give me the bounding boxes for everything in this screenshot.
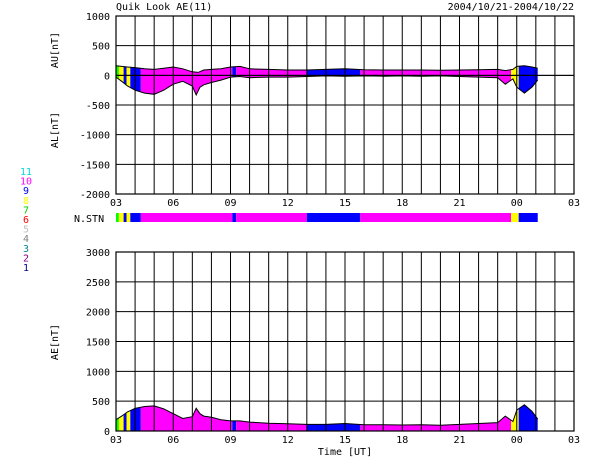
- au-al-segment-fill: [123, 66, 127, 86]
- ae-segment-fill: [306, 423, 361, 431]
- ae-segment-fill: [511, 408, 519, 431]
- au-al-ytick-label: -2000: [80, 190, 110, 201]
- station-bar-segment: [232, 213, 237, 222]
- legend-entry: 3: [23, 244, 29, 255]
- station-bar-segment: [116, 213, 119, 222]
- ae-panel: AE[nT] Time [UT] 30002500200015001000500…: [50, 248, 580, 458]
- station-bar-segment: [360, 213, 512, 222]
- legend-entry: 4: [23, 234, 29, 245]
- au-al-segment-fill: [126, 66, 131, 88]
- au-al-xtick-label: 00: [511, 198, 523, 209]
- ae-segment-fill: [116, 417, 119, 431]
- au-al-frame: [115, 15, 575, 195]
- legend-entry: 6: [23, 215, 29, 226]
- au-al-ytick-label: -1500: [80, 160, 110, 171]
- time-axis-label: Time [UT]: [318, 447, 372, 458]
- legend-entry: 1: [23, 263, 29, 274]
- au-al-segment-fill: [118, 66, 124, 83]
- ae-ytick-label: 3000: [86, 248, 110, 259]
- ae-segment-fill: [236, 420, 307, 431]
- au-al-xtick-label: 06: [167, 198, 179, 209]
- station-bar-segment: [118, 213, 124, 222]
- legend-entry: 9: [23, 186, 29, 197]
- ae-xtick-label: 21: [453, 435, 465, 446]
- ae-segment-fill: [126, 410, 131, 431]
- station-bar-label: N.STN: [74, 214, 104, 225]
- ae-axis-label: AE[nT]: [50, 324, 61, 360]
- au-al-xtick-label: 09: [224, 198, 236, 209]
- legend-entry: 11: [20, 167, 32, 178]
- au-al-segment-fill: [306, 68, 361, 77]
- au-al-ytick-label: -500: [86, 101, 110, 112]
- au-series-line: [115, 65, 538, 73]
- ae-segment-fill: [518, 404, 538, 431]
- au-axis-label: AU[nT]: [50, 32, 61, 68]
- au-al-xtick-label: 21: [453, 198, 465, 209]
- au-al-panel: AU[nT] AL[nT] 1000 500 0 -500 -1000 -1500 -200…: [50, 12, 580, 209]
- au-al-segment-fill: [232, 66, 237, 77]
- ae-ytick-label: 0: [104, 427, 110, 438]
- ae-ytick-label: 1500: [86, 338, 110, 349]
- ae-xtick-label: 12: [282, 435, 294, 446]
- au-al-xtick-label: 12: [282, 198, 294, 209]
- legend-entry: 5: [23, 225, 29, 236]
- au-al-segment-fill: [360, 69, 511, 85]
- al-series-line: [115, 75, 539, 97]
- station-bar-segment: [140, 213, 233, 222]
- au-al-ytick-label: 0: [104, 71, 110, 82]
- ae-xtick-label: 06: [167, 435, 179, 446]
- ae-xtick-label: 09: [224, 435, 236, 446]
- au-al-segment-fill: [140, 66, 233, 95]
- station-bar-segment: [306, 213, 361, 222]
- ae-frame: [115, 251, 575, 432]
- ae-segment-fill: [123, 412, 127, 431]
- ae-ytick-label: 2000: [86, 308, 110, 319]
- ae-segment-fill: [118, 414, 124, 431]
- station-bar-segment: [123, 213, 127, 222]
- ae-xtick-label: 03: [110, 435, 122, 446]
- legend-entry: 8: [23, 196, 29, 207]
- station-bar-segment: [126, 213, 131, 222]
- ae-segment-fill: [140, 405, 233, 431]
- ae-ytick-label: 2500: [86, 278, 110, 289]
- ae-xtick-label: 18: [396, 435, 408, 446]
- au-al-segment-fill: [518, 65, 538, 94]
- ae-ytick-label: 500: [92, 397, 110, 408]
- au-al-xtick-label: 03: [110, 198, 122, 209]
- legend-entry: 7: [23, 205, 29, 216]
- ae-segment-fill: [360, 416, 511, 431]
- au-al-xtick-label: 18: [396, 198, 408, 209]
- al-axis-label: AL[nT]: [50, 112, 61, 148]
- au-al-ytick-label: 500: [92, 42, 110, 53]
- ae-xtick-label: 15: [339, 435, 351, 446]
- legend-entry: 2: [23, 253, 29, 264]
- station-count-bar: N.STN: [74, 213, 538, 225]
- ae-segment-fill: [232, 420, 237, 431]
- ae-xtick-label: 03: [568, 435, 580, 446]
- au-al-ytick-label: -1000: [80, 131, 110, 142]
- au-al-xtick-label: 15: [339, 198, 351, 209]
- au-al-ytick-label: 1000: [86, 12, 110, 23]
- legend-entry: 10: [20, 177, 32, 188]
- au-al-segment-fill: [116, 65, 119, 80]
- station-bar-segment: [518, 213, 538, 222]
- chart-title: Quik Look AE(11): [116, 2, 212, 13]
- station-bar-segment: [236, 213, 307, 222]
- ae-series-line: [115, 404, 539, 426]
- station-bar-segment: [511, 213, 519, 222]
- au-al-xtick-label: 03: [568, 198, 580, 209]
- station-bar-segment: [130, 213, 141, 222]
- date-range: 2004/10/21-2004/10/22: [448, 2, 574, 13]
- ae-ytick-label: 1000: [86, 367, 110, 378]
- ae-fills: [116, 404, 538, 431]
- ae-xtick-label: 00: [511, 435, 523, 446]
